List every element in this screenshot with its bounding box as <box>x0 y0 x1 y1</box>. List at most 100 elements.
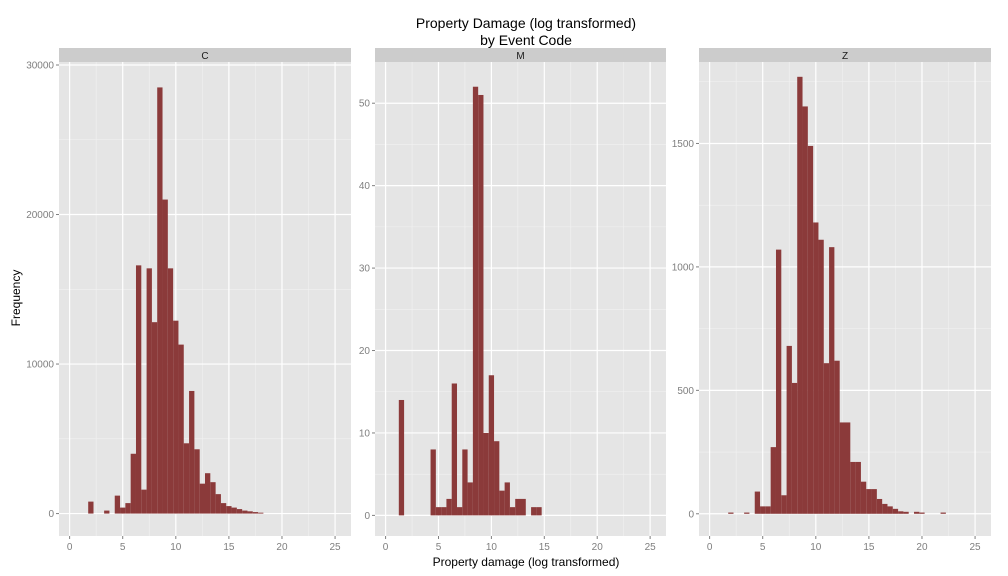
histogram-bar <box>882 503 888 514</box>
histogram-bar <box>876 498 883 514</box>
histogram-bar <box>845 422 851 514</box>
x-tick-label: 20 <box>916 542 928 553</box>
facet-strip <box>375 48 666 62</box>
histogram-bar <box>398 399 405 516</box>
histogram-bar <box>504 482 510 516</box>
histogram-bar <box>430 449 436 516</box>
histogram-bar <box>818 239 824 514</box>
histogram-bar <box>744 512 750 514</box>
histogram-bar <box>104 510 110 514</box>
histogram-bar <box>807 145 814 514</box>
histogram-bar <box>247 511 253 514</box>
histogram-bar <box>242 510 248 514</box>
histogram-bar <box>167 268 174 514</box>
histogram-bar <box>472 86 479 516</box>
histogram-bar <box>462 449 468 516</box>
histogram-bar <box>754 491 761 514</box>
histogram-bar <box>157 87 163 514</box>
histogram-bar <box>130 453 136 514</box>
histogram-bar <box>797 76 803 514</box>
y-axis-title: Frequency <box>9 270 23 327</box>
histogram-bar <box>860 481 867 514</box>
histogram-bar <box>887 506 893 514</box>
histogram-bar <box>125 503 131 514</box>
histogram-bar <box>446 498 452 516</box>
histogram-bar <box>141 489 147 514</box>
histogram-bar <box>765 506 771 514</box>
histogram-bar <box>834 360 840 514</box>
histogram-bar <box>135 265 142 514</box>
x-tick-label: 10 <box>486 542 498 553</box>
histogram-bar <box>536 507 542 516</box>
histogram-bar <box>866 489 872 514</box>
panel-background <box>59 62 351 536</box>
histogram-bar <box>231 507 237 514</box>
histogram-bar <box>892 508 899 514</box>
x-tick-label: 10 <box>170 542 182 553</box>
histogram-bar <box>520 498 526 516</box>
x-tick-label: 20 <box>276 542 288 553</box>
y-tick-label: 1000 <box>672 262 695 273</box>
facet-C: C 0 5 10 15 20 25 0 10000 20000 30000 <box>26 48 351 553</box>
x-axis-title: Property damage (log transformed) <box>433 555 620 569</box>
histogram-bar <box>451 383 458 516</box>
y-tick-label: 0 <box>364 511 370 522</box>
histogram-bar <box>531 507 537 516</box>
y-tick-label: 10000 <box>26 360 54 371</box>
x-tick-label: 25 <box>645 542 657 553</box>
histogram-bar <box>823 363 830 514</box>
histogram-bar <box>509 507 516 516</box>
y-tick-label: 50 <box>359 99 371 110</box>
facet-M: M 0 5 10 15 20 25 0 10 20 30 40 50 <box>359 48 666 553</box>
x-tick-label: 10 <box>810 542 822 553</box>
histogram-bar <box>252 512 259 514</box>
histogram-bar <box>178 344 184 514</box>
histogram-bar <box>114 495 121 514</box>
histogram-bar <box>770 447 776 514</box>
y-tick-label: 30000 <box>26 60 54 71</box>
histogram-bar <box>850 461 856 514</box>
facet-strip-label: Z <box>842 51 848 62</box>
histogram-bar <box>236 509 243 514</box>
x-tick-label: 15 <box>539 542 551 553</box>
y-tick-label: 1500 <box>672 139 695 150</box>
x-tick-label: 5 <box>436 542 442 553</box>
histogram-bar <box>775 249 782 514</box>
facet-strip <box>699 48 991 62</box>
histogram-bar <box>728 512 734 514</box>
y-tick-label: 40 <box>359 181 371 192</box>
x-tick-label: 5 <box>760 542 766 553</box>
chart-subtitle: by Event Code <box>480 32 572 48</box>
histogram-bar <box>189 390 195 514</box>
histogram-bar <box>205 473 211 514</box>
histogram-bar <box>940 512 946 514</box>
histogram-bar <box>441 507 447 516</box>
histogram-bar <box>802 106 808 514</box>
histogram-bar <box>494 441 500 516</box>
histogram-bar <box>829 247 835 514</box>
histogram-bar <box>199 483 205 514</box>
x-tick-label: 0 <box>67 542 73 553</box>
histogram-bar <box>786 345 792 514</box>
histogram-bar <box>483 432 489 516</box>
histogram-bar <box>919 512 925 514</box>
histogram-bar <box>88 501 94 514</box>
histogram-bar <box>146 268 152 514</box>
facet-strip-label: C <box>201 51 208 62</box>
histogram-bar <box>488 375 495 516</box>
histogram-bar <box>871 489 877 514</box>
y-tick-label: 10 <box>359 428 371 439</box>
y-tick-label: 30 <box>359 264 371 275</box>
histogram-bar <box>151 322 158 514</box>
histogram-bar <box>226 506 232 514</box>
histogram-bar <box>855 461 861 514</box>
histogram-bar <box>435 507 442 516</box>
histogram-bar <box>791 382 798 514</box>
histogram-bar <box>183 443 190 514</box>
facet-strip-label: M <box>516 51 524 62</box>
y-tick-label: 500 <box>677 386 694 397</box>
x-tick-label: 25 <box>330 542 342 553</box>
x-tick-label: 0 <box>383 542 389 553</box>
